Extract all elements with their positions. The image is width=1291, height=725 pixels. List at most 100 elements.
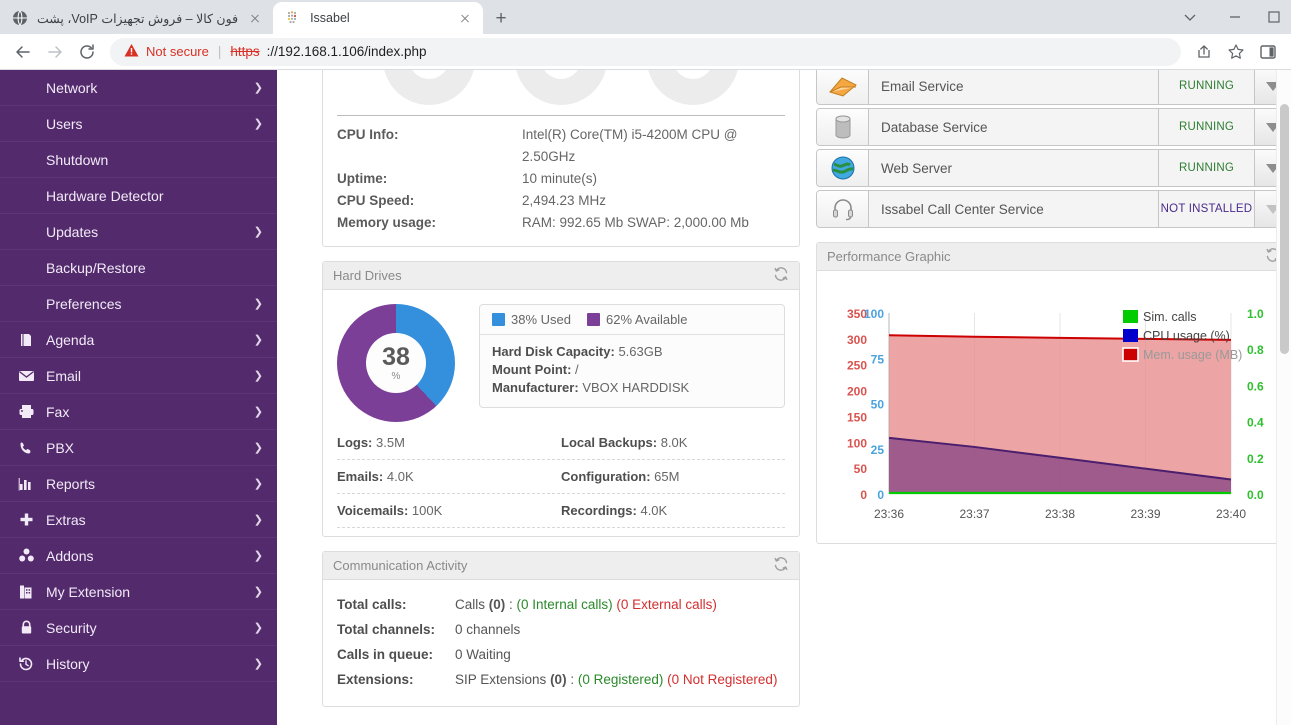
minimize-icon[interactable]: [1212, 0, 1257, 34]
chevron-right-icon: ❯: [253, 514, 263, 526]
dashboard-content: CPU Info: Intel(R) Core(TM) i5-4200M CPU…: [277, 70, 1291, 725]
activity-row: Total channels: 0 channels: [337, 617, 785, 642]
sidebar-item-security[interactable]: Security ❯: [0, 610, 277, 646]
row-key: CPU Info:: [337, 127, 399, 142]
sidebar-item-reports[interactable]: Reports ❯: [0, 466, 277, 502]
sidebar-item-shutdown[interactable]: Shutdown: [0, 142, 277, 178]
donut-center-label: 38 %: [337, 304, 455, 422]
service-row-email[interactable]: Email Service RUNNING: [816, 70, 1291, 105]
stat-value: 4.0K: [386, 469, 414, 484]
value-separator: :: [505, 597, 517, 612]
chevron-down-icon: [1266, 163, 1280, 173]
meta-value: /: [575, 362, 579, 377]
reload-icon[interactable]: [72, 37, 102, 67]
browser-tab-0[interactable]: فون کالا – فروش تجهیزات VoIP، پشت: [0, 2, 273, 34]
row-value: 10 minute(s): [522, 171, 598, 186]
close-icon[interactable]: [247, 10, 263, 26]
services-card: Email Service RUNNING Database Service R…: [816, 70, 1291, 228]
disk-legend: 38% Used 62% Available: [480, 305, 784, 335]
svg-text:23:38: 23:38: [1045, 507, 1075, 521]
security-status-label: Not secure: [146, 44, 209, 59]
browser-tab-1[interactable]: Issabel: [273, 2, 484, 34]
row-key: Total channels:: [337, 622, 436, 637]
hard-drives-body: 38 % 38% Used 62% Ava: [323, 290, 799, 426]
sidebar-item-fax[interactable]: Fax ❯: [0, 394, 277, 430]
svg-text:300: 300: [847, 333, 867, 347]
performance-chart: 05010015020025030035002550751000.00.20.4…: [847, 307, 1264, 521]
sidebar-item-updates[interactable]: Updates ❯: [0, 214, 277, 250]
disk-meta-row: Hard Disk Capacity: 5.63GB: [492, 343, 772, 361]
refresh-icon[interactable]: [773, 266, 789, 286]
sidebar-item-label: Addons: [46, 547, 94, 564]
sidebar-item-my-extension[interactable]: My Extension ❯: [0, 574, 277, 610]
browser-tab-title: فون کالا – فروش تجهیزات VoIP، پشت: [37, 11, 239, 26]
sidebar-item-agenda[interactable]: Agenda ❯: [0, 322, 277, 358]
sidebar-item-pbx[interactable]: PBX ❯: [0, 430, 277, 466]
history-icon: [16, 656, 36, 672]
maximize-icon[interactable]: [1257, 0, 1291, 34]
close-icon[interactable]: [457, 10, 473, 26]
scrollbar-thumb[interactable]: [1280, 104, 1289, 354]
svg-text:75: 75: [871, 352, 885, 366]
back-icon[interactable]: [8, 37, 38, 67]
chevron-down-icon[interactable]: [1167, 0, 1212, 34]
share-icon[interactable]: [1189, 37, 1219, 67]
svg-text:25: 25: [871, 443, 885, 457]
sidebar-item-addons[interactable]: Addons ❯: [0, 538, 277, 574]
globe-icon: [817, 150, 869, 186]
sidebar-item-email[interactable]: Email ❯: [0, 358, 277, 394]
row-key: Calls in queue:: [337, 647, 434, 662]
service-status: RUNNING: [1159, 109, 1255, 145]
service-row-call-center[interactable]: Issabel Call Center Service NOT INSTALLE…: [816, 190, 1291, 228]
stat-value: 65M: [654, 469, 680, 484]
chevron-right-icon: ❯: [253, 550, 263, 562]
card-header: Communication Activity: [323, 552, 799, 580]
service-row-database[interactable]: Database Service RUNNING: [816, 108, 1291, 146]
stat-cell: Configuration: 65M: [561, 460, 785, 493]
sidebar-item-backup-restore[interactable]: Backup/Restore: [0, 250, 277, 286]
service-row-web-server[interactable]: Web Server RUNNING: [816, 149, 1291, 187]
sidebar-item-users[interactable]: Users ❯: [0, 106, 277, 142]
row-value: RAM: 992.65 Mb SWAP: 2,000.00 Mb: [522, 215, 749, 230]
value-green: (0 Internal calls): [516, 597, 613, 612]
address-bar[interactable]: Not secure | https://192.168.1.106/index…: [110, 37, 1181, 66]
svg-text:50: 50: [871, 398, 885, 412]
stat-key: Voicemails:: [337, 503, 409, 518]
system-info-body: CPU Info: Intel(R) Core(TM) i5-4200M CPU…: [323, 109, 799, 246]
bookmark-star-icon[interactable]: [1221, 37, 1251, 67]
forward-icon[interactable]: [40, 37, 70, 67]
stat-value: 4.0K: [640, 503, 668, 518]
gauge-cpu: [383, 70, 475, 105]
sidebar-item-history[interactable]: History ❯: [0, 646, 277, 682]
disk-meta: Hard Disk Capacity: 5.63GB Mount Point: …: [480, 335, 784, 407]
chevron-right-icon: ❯: [253, 118, 263, 130]
row-value: Calls (0) : (0 Internal calls) (0 Extern…: [455, 592, 717, 617]
activity-row: Extensions: SIP Extensions (0) : (0 Regi…: [337, 667, 785, 692]
bar-chart-icon: [16, 476, 36, 492]
svg-text:50: 50: [854, 462, 868, 476]
chevron-right-icon: ❯: [253, 478, 263, 490]
svg-text:0.0: 0.0: [1247, 488, 1264, 502]
globe-icon: [12, 10, 28, 26]
disk-donut-wrap: 38 %: [337, 304, 465, 422]
svg-text:23:37: 23:37: [959, 507, 989, 521]
sidebar-item-label: Email: [46, 367, 82, 384]
side-panel-icon[interactable]: [1253, 37, 1283, 67]
sidebar-item-network[interactable]: Network ❯: [0, 70, 277, 106]
refresh-icon[interactable]: [773, 556, 789, 576]
svg-text:23:36: 23:36: [874, 507, 904, 521]
new-tab-button[interactable]: +: [495, 7, 507, 29]
performance-chart-body: 0 50 100 150 200 250 300 350 0 25 50 75 100 0.0 0.2 0.4…: [817, 271, 1291, 543]
svg-text:350: 350: [847, 307, 867, 321]
communication-activity-body: Total calls: Calls (0) : (0 Internal cal…: [323, 580, 799, 706]
page-scrollbar[interactable]: [1276, 70, 1291, 725]
sidebar-item-extras[interactable]: Extras ❯: [0, 502, 277, 538]
main-sidebar: Network ❯ Users ❯ Shutdown Hardware Dete…: [0, 70, 277, 725]
communication-activity-card: Communication Activity Total calls: Call…: [322, 551, 800, 707]
chevron-down-icon: [1266, 81, 1280, 91]
sidebar-item-label: History: [46, 655, 90, 672]
card-title: Hard Drives: [333, 268, 402, 283]
svg-text:100: 100: [864, 307, 884, 321]
sidebar-item-hardware-detector[interactable]: Hardware Detector: [0, 178, 277, 214]
sidebar-item-preferences[interactable]: Preferences ❯: [0, 286, 277, 322]
